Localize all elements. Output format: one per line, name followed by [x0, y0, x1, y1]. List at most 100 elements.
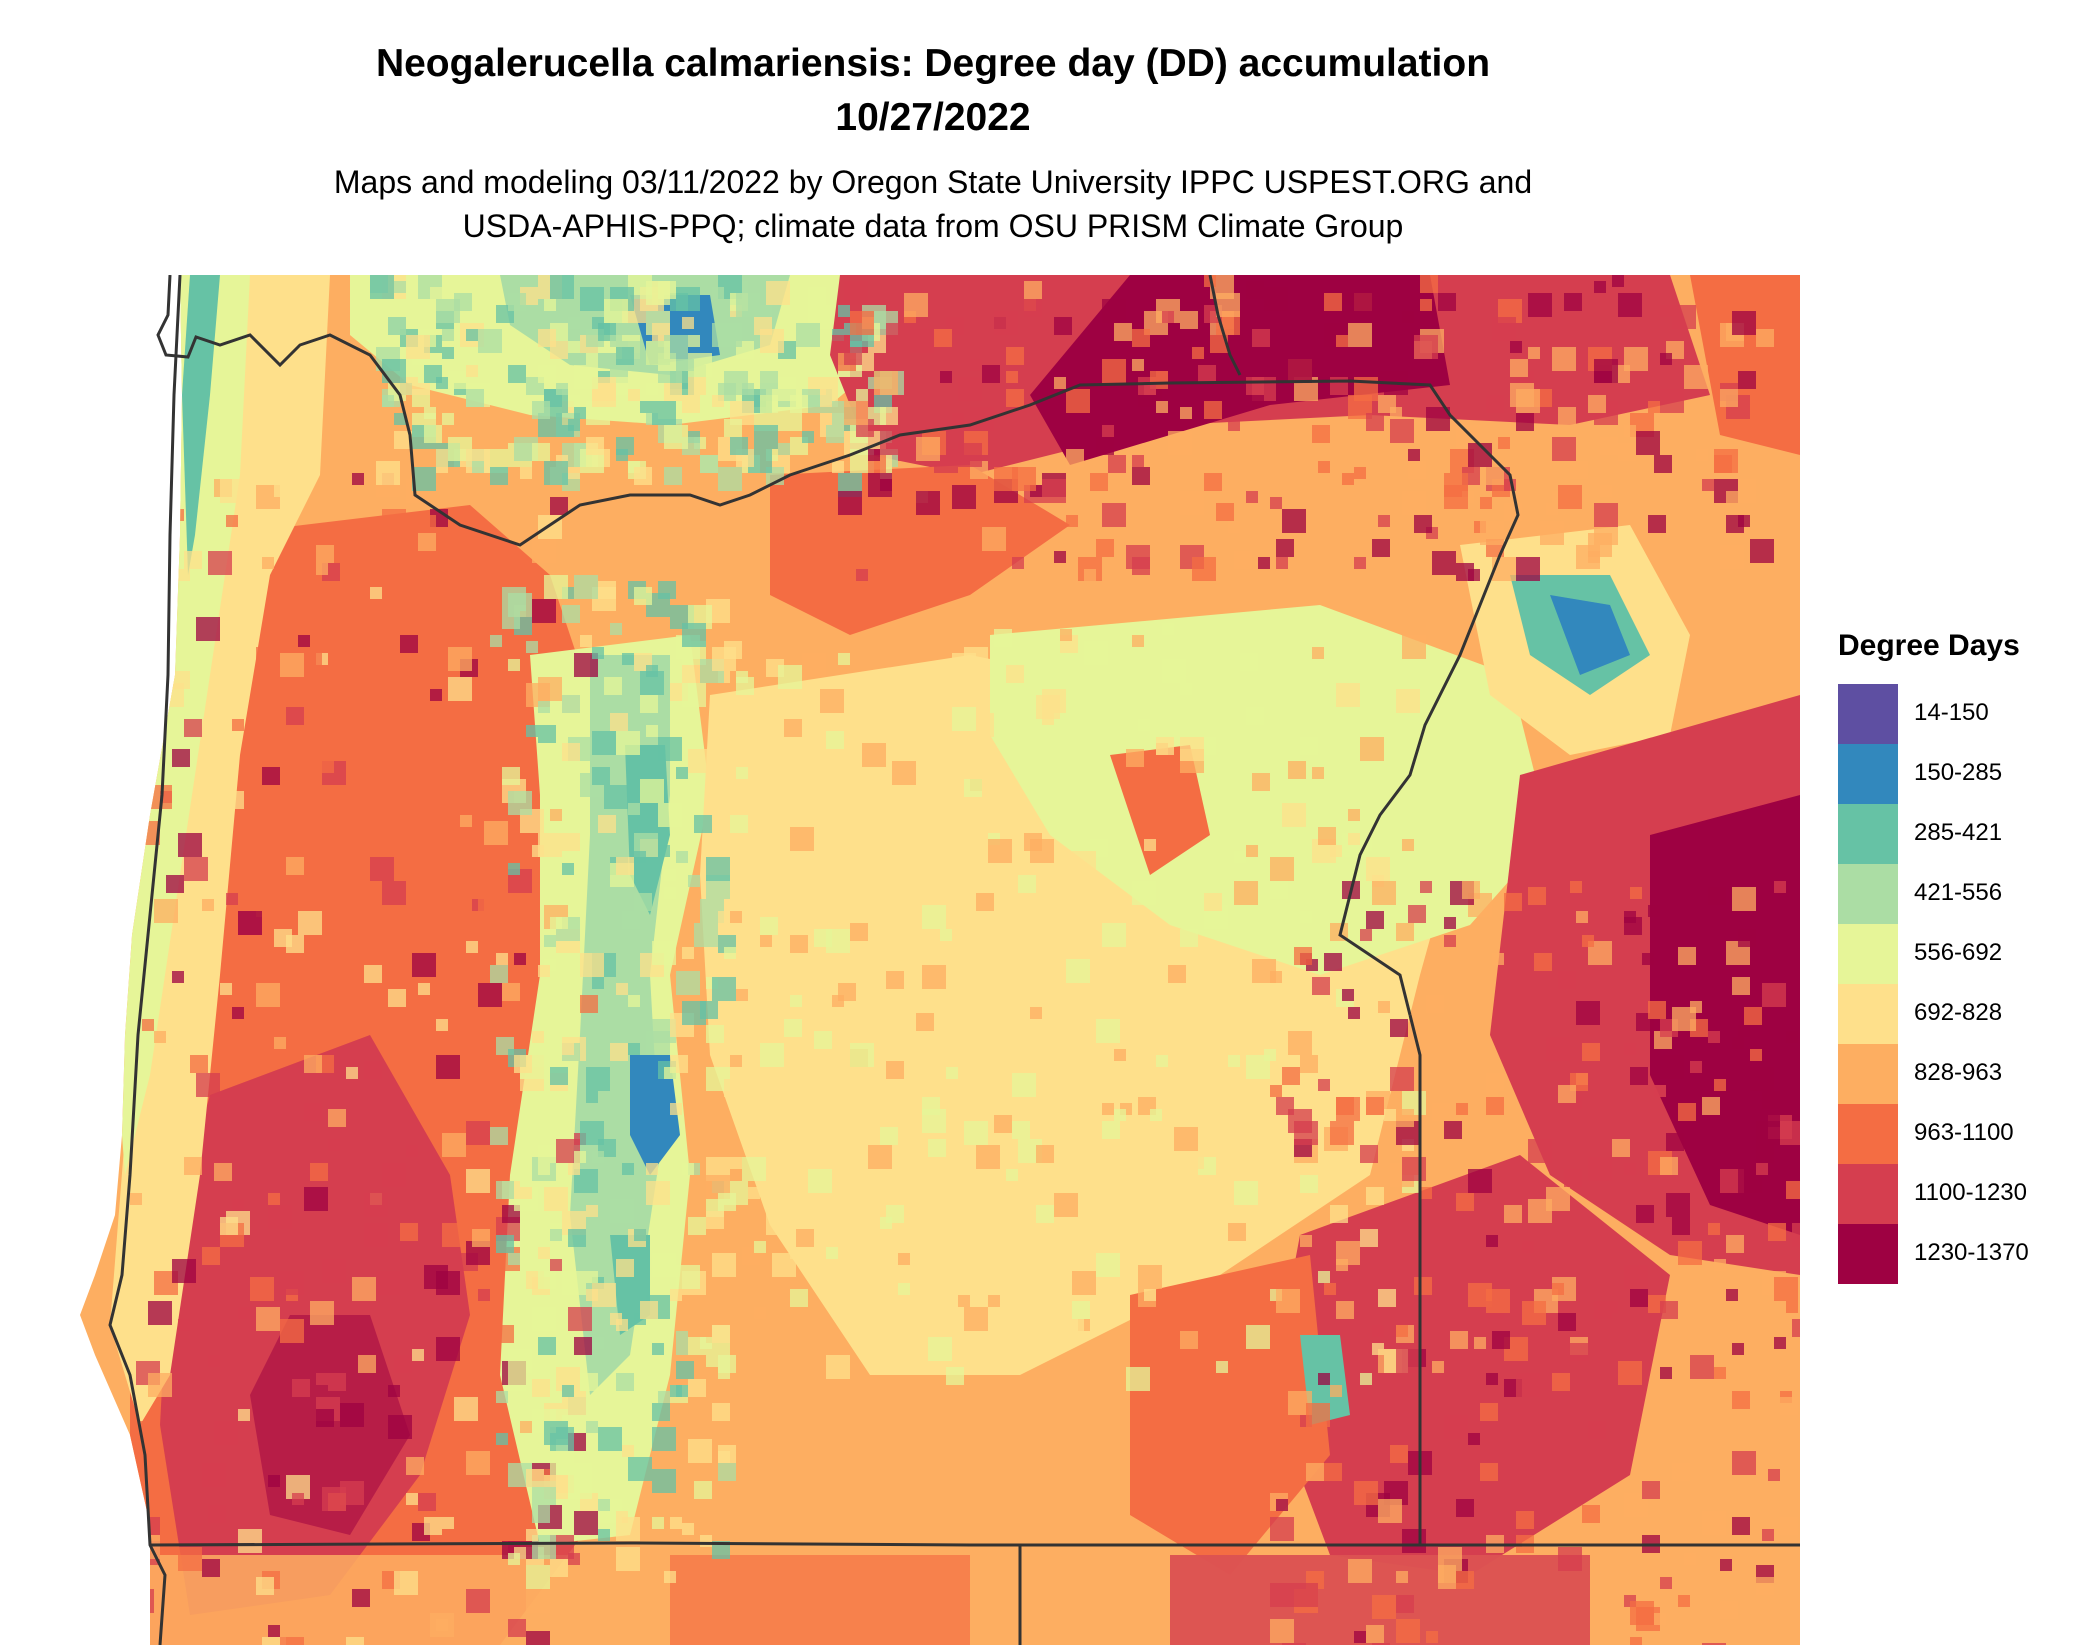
raster-cell — [190, 935, 202, 947]
raster-cell — [412, 1349, 424, 1361]
raster-cell — [1756, 1577, 1774, 1595]
raster-cell — [724, 947, 736, 959]
raster-cell — [1678, 1241, 1702, 1265]
raster-cell — [526, 641, 538, 653]
raster-cell — [994, 467, 1018, 491]
raster-cell — [1168, 431, 1192, 455]
raster-cell — [1252, 773, 1270, 791]
raster-cell — [1144, 1079, 1162, 1097]
raster-cell — [190, 1055, 208, 1073]
raster-cell — [700, 1535, 712, 1547]
raster-cell — [142, 1517, 160, 1535]
raster-cell — [562, 1385, 574, 1397]
raster-cell — [1408, 449, 1420, 461]
raster-cell — [910, 329, 934, 353]
raster-cell — [664, 467, 682, 485]
raster-cell — [994, 629, 1012, 647]
oregon-north-east-boundary — [156, 275, 1520, 1016]
raster-cell — [1588, 1421, 1606, 1439]
raster-cell — [1342, 989, 1354, 1001]
raster-cell — [1762, 1091, 1780, 1109]
raster-cell — [1096, 1157, 1108, 1169]
raster-cell — [1558, 1085, 1576, 1103]
raster-cell — [664, 1067, 676, 1079]
raster-cell — [724, 419, 742, 437]
raster-cell — [172, 671, 190, 689]
raster-cell — [982, 1241, 1006, 1265]
raster-cell — [280, 1271, 304, 1295]
raster-cell — [1144, 839, 1156, 851]
raster-cell — [1672, 1007, 1696, 1031]
raster-cell — [1654, 1613, 1666, 1625]
raster-cell — [274, 479, 292, 497]
raster-cell — [682, 665, 700, 683]
raster-cell — [1276, 539, 1294, 557]
raster-cell — [1624, 1265, 1648, 1289]
raster-cell — [1060, 1319, 1084, 1343]
raster-cell — [1252, 329, 1270, 347]
raster-cell — [658, 845, 670, 857]
raster-cell — [1024, 299, 1042, 317]
raster-cell — [1498, 437, 1510, 449]
raster-cell — [526, 1469, 544, 1487]
raster-cell — [988, 839, 1012, 863]
raster-cell — [238, 1409, 250, 1421]
raster-cell — [694, 1481, 712, 1499]
raster-cell — [730, 815, 748, 833]
raster-cell — [142, 599, 160, 617]
raster-cell — [478, 893, 496, 911]
raster-cell — [550, 809, 562, 821]
raster-cell — [1486, 467, 1504, 485]
raster-cell — [394, 413, 406, 425]
raster-cell — [1210, 335, 1228, 353]
raster-cell — [730, 437, 748, 455]
raster-cell — [700, 1337, 712, 1349]
raster-cell — [562, 1271, 586, 1295]
raster-cell — [994, 311, 1018, 335]
raster-cell — [1372, 1643, 1390, 1645]
raster-cell — [1234, 881, 1258, 905]
raster-cell — [412, 467, 436, 491]
legend-swatch — [1838, 744, 1898, 804]
raster-cell — [760, 917, 778, 935]
raster-cell — [508, 791, 532, 815]
raster-cell — [1618, 1361, 1642, 1385]
raster-cell — [682, 1163, 694, 1175]
raster-cell — [292, 1379, 310, 1397]
raster-cell — [676, 1385, 688, 1397]
raster-cell — [310, 1301, 334, 1325]
raster-cell — [1528, 347, 1540, 359]
pacific-coastline — [108, 275, 182, 1645]
raster-cell — [580, 953, 604, 977]
raster-cell — [922, 965, 946, 989]
raster-cell — [838, 305, 850, 317]
raster-cell — [1318, 1373, 1330, 1385]
map-subtitle-line-2: USDA-APHIS-PPQ; climate data from OSU PR… — [462, 208, 1404, 244]
raster-cell — [1426, 995, 1444, 1013]
raster-cell — [742, 1157, 766, 1181]
raster-cell — [436, 1619, 448, 1631]
raster-cell — [1150, 1109, 1162, 1121]
raster-cell — [622, 1163, 634, 1175]
raster-cell — [592, 977, 604, 989]
raster-cell — [154, 473, 166, 485]
raster-cell — [664, 887, 676, 899]
raster-cell — [1258, 557, 1270, 569]
raster-cell — [1708, 887, 1726, 905]
raster-cell — [1138, 1019, 1156, 1037]
raster-cell — [1720, 389, 1738, 407]
raster-cell — [658, 1391, 670, 1403]
raster-cell — [1558, 485, 1582, 509]
raster-cell — [262, 1637, 286, 1645]
raster-cell — [1348, 1559, 1372, 1583]
raster-cell — [898, 1253, 910, 1265]
raster-cell — [412, 605, 436, 629]
raster-cell — [628, 1457, 652, 1481]
raster-cell — [1012, 557, 1024, 569]
raster-cell — [736, 293, 760, 317]
raster-cell — [406, 335, 430, 359]
raster-cell — [1462, 881, 1480, 899]
raster-cell — [1402, 1157, 1426, 1181]
raster-cell — [1660, 1577, 1672, 1589]
raster-cell — [1648, 515, 1666, 533]
